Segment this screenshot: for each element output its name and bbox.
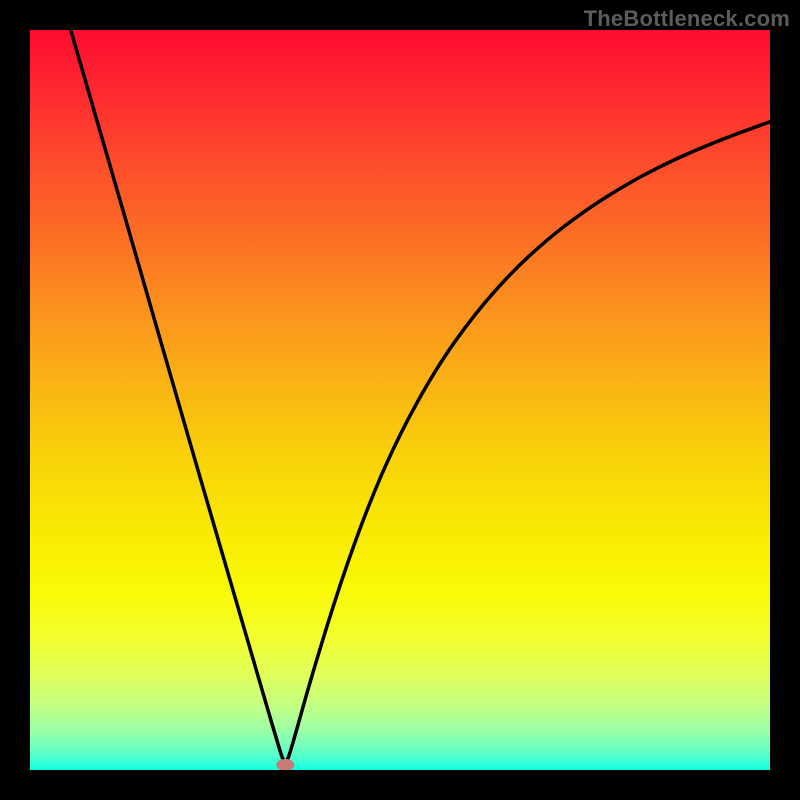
watermark-text: TheBottleneck.com xyxy=(584,6,790,32)
chart-canvas: TheBottleneck.com xyxy=(0,0,800,800)
curve-layer xyxy=(30,30,770,770)
bottleneck-curve xyxy=(71,30,770,761)
plot-area xyxy=(30,30,770,770)
minimum-marker xyxy=(276,759,294,770)
